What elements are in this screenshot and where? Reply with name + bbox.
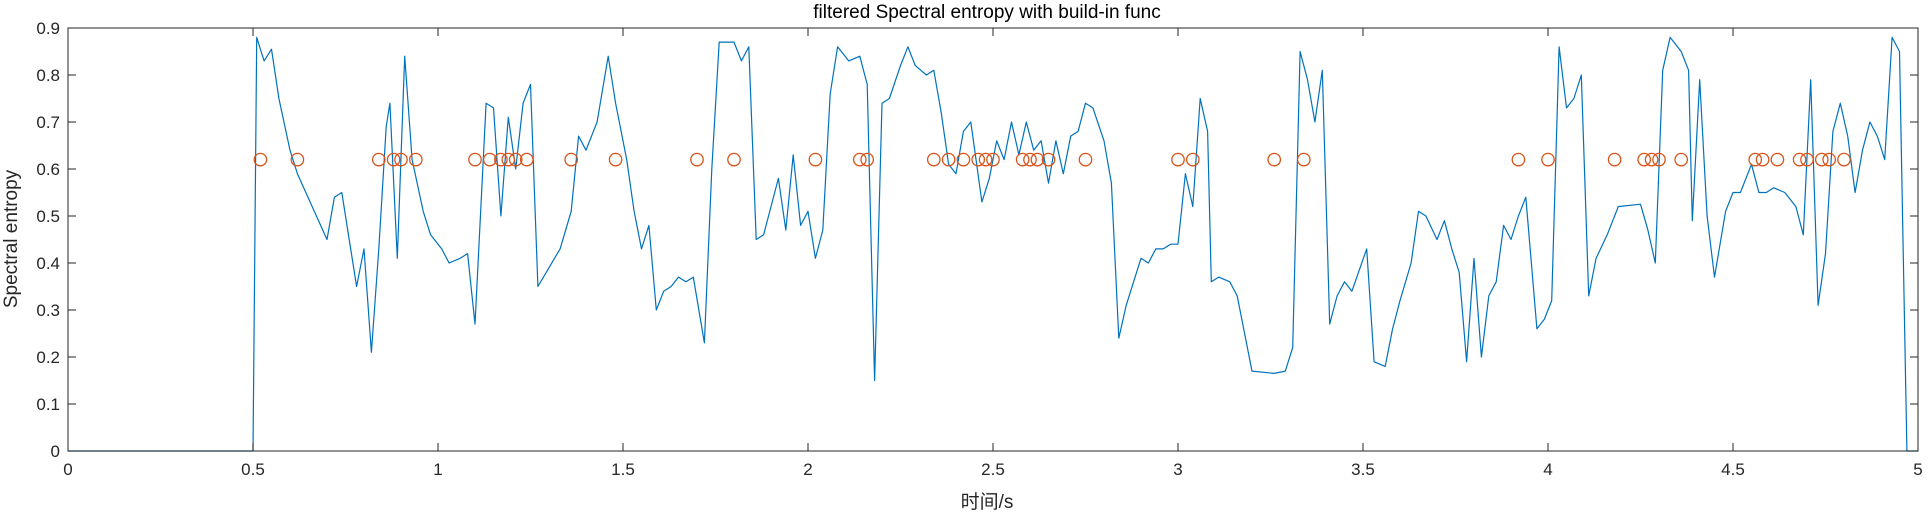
marker-point	[290, 152, 305, 167]
marker-point	[371, 152, 386, 167]
marker-point	[1541, 152, 1555, 167]
y-tick-label: 0.5	[36, 207, 60, 226]
x-tick-label: 0.5	[241, 460, 265, 479]
x-tick-label: 1.5	[611, 460, 635, 479]
marker-point	[1792, 152, 1807, 167]
marker-point	[501, 152, 516, 167]
marker-point	[468, 152, 482, 167]
x-tick-label: 3	[1173, 460, 1182, 479]
x-tick-label: 1	[433, 460, 442, 479]
x-tick-label: 0	[63, 460, 72, 479]
marker-point	[1755, 152, 1770, 167]
marker-point	[1296, 152, 1311, 167]
marker-point	[808, 152, 823, 167]
marker-point	[1023, 152, 1037, 167]
marker-point	[1748, 152, 1763, 167]
marker-point	[1637, 152, 1652, 167]
marker-point	[494, 152, 508, 167]
marker-point	[978, 152, 993, 167]
axes: 0 0.5 1 1.5 2 2.5 3 3.5 4 4.5 5 0 0.1 0.2 0.3 0.4 0.5 0.6…	[36, 19, 1922, 479]
marker-point	[564, 152, 579, 167]
marker-point	[1800, 152, 1814, 167]
marker-point	[690, 152, 704, 167]
y-tick-label: 0.6	[36, 160, 60, 179]
marker-point	[608, 152, 623, 167]
y-tick-label: 0.1	[36, 395, 60, 414]
marker-point	[860, 152, 875, 167]
marker-point	[408, 152, 423, 167]
marker-point	[926, 152, 941, 167]
y-tick-label: 0.7	[36, 113, 60, 132]
plot-area	[68, 36, 1918, 452]
marker-point	[1674, 152, 1689, 167]
marker-point	[1652, 152, 1666, 167]
y-tick-label: 0.2	[36, 348, 60, 367]
y-tick-label: 0.3	[36, 301, 60, 320]
marker-point	[986, 152, 1000, 167]
marker-point	[1078, 152, 1093, 167]
marker-point	[971, 152, 986, 167]
marker-point	[1607, 152, 1622, 167]
marker-point	[253, 152, 268, 167]
entropy-line	[68, 36, 1918, 452]
marker-point	[1814, 152, 1829, 167]
marker-point	[727, 152, 741, 167]
y-axis-label: Spectral entropy	[1, 169, 22, 308]
x-tick-label: 4.5	[1721, 460, 1745, 479]
x-tick-label: 2.5	[981, 460, 1005, 479]
x-tick-label: 3.5	[1351, 460, 1375, 479]
marker-point	[394, 152, 408, 167]
marker-point	[941, 152, 956, 167]
marker-point	[519, 152, 534, 167]
x-tick-label: 2	[803, 460, 812, 479]
marker-point	[1770, 152, 1785, 167]
marker-point	[1015, 152, 1030, 167]
x-axis-label: 时间/s	[961, 491, 1014, 513]
marker-point	[1644, 152, 1659, 167]
marker-point	[1041, 152, 1056, 167]
y-tick-label: 0.8	[36, 66, 60, 85]
marker-point	[1171, 152, 1185, 167]
marker-point	[1511, 152, 1526, 167]
marker-point	[1822, 152, 1837, 167]
y-tick-label: 0.4	[36, 254, 60, 273]
axes-box	[67, 27, 1919, 452]
marker-point	[1267, 152, 1282, 167]
marker-point	[386, 152, 401, 167]
marker-point	[956, 152, 971, 167]
y-tick-label: 0	[51, 442, 60, 461]
marker-point	[482, 152, 497, 167]
marker-point	[1030, 152, 1045, 167]
marker-point	[852, 152, 867, 167]
chart-title: filtered Spectral entropy with build-in …	[813, 2, 1160, 23]
marker-point	[1185, 152, 1200, 167]
marker-point	[1837, 152, 1851, 167]
marker-point	[508, 152, 523, 167]
y-tick-label: 0.9	[36, 19, 60, 38]
x-tick-label: 5	[1913, 460, 1922, 479]
x-tick-label: 4	[1543, 460, 1552, 479]
